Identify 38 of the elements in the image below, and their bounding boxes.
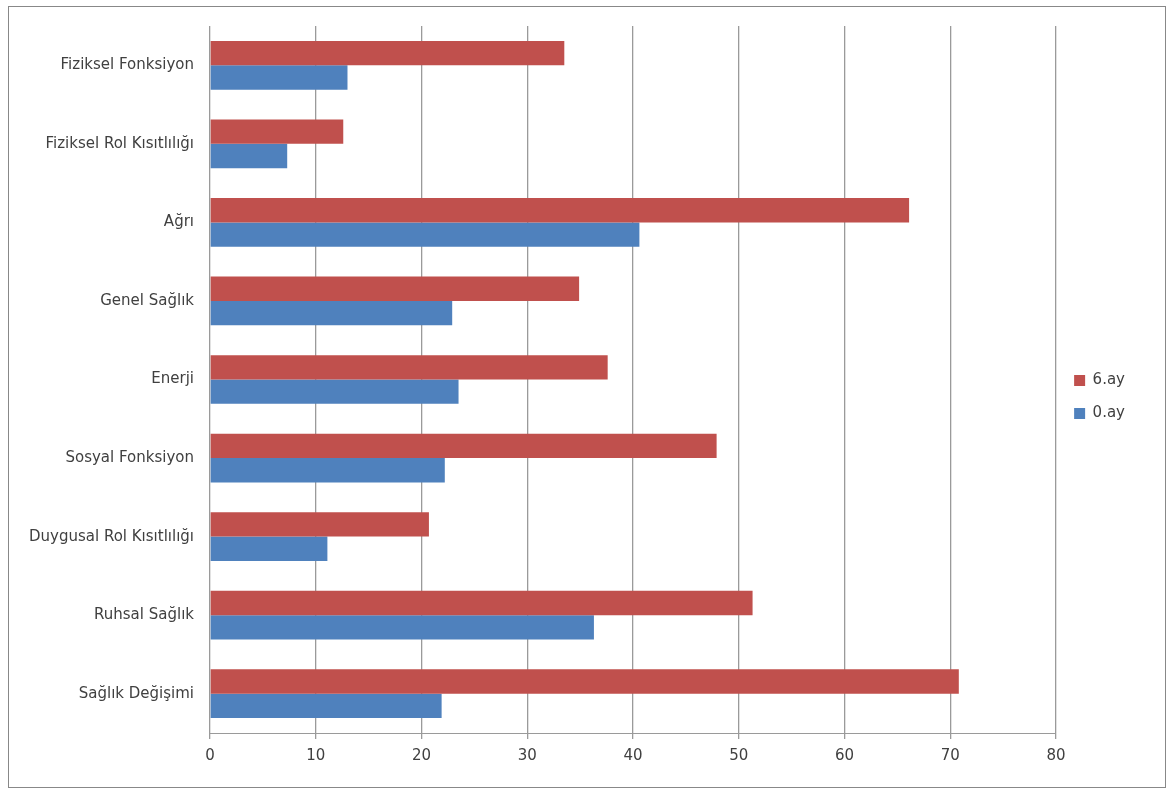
bar [210,355,608,380]
x-tick-label: 40 [623,745,643,764]
bar [210,198,910,223]
y-tick-label: Ruhsal Sağlık [94,605,195,624]
x-tick-label: 10 [306,745,326,764]
y-tick-label: Genel Sağlık [100,290,195,309]
y-tick-label: Fiziksel Fonksiyon [60,55,194,74]
y-tick-label: Sosyal Fonksiyon [65,447,194,466]
bar [210,433,717,459]
bar [210,40,565,66]
bar [210,379,459,404]
x-tick-label: 50 [729,745,749,764]
x-tick-label: 30 [517,745,537,764]
x-tick-label: 80 [1046,745,1066,764]
bar [210,300,453,326]
y-tick-label: Enerji [151,369,194,388]
bar [210,222,640,247]
bar [210,143,288,169]
bar [210,615,594,640]
bar [210,669,959,694]
x-tick-label: 60 [835,745,855,764]
x-tick-label: 70 [940,745,960,764]
legend-label: 6.ay [1092,370,1126,389]
x-tick-label: 0 [205,745,215,764]
bar [210,65,348,90]
bar [210,693,442,719]
y-tick-label: Ağrı [163,212,194,231]
x-tick-label: 20 [411,745,432,764]
bar [210,590,753,616]
legend-label: 0.ay [1092,403,1126,422]
y-tick-label: Duygusal Rol Kısıtlılığı [28,526,194,545]
bar [210,458,445,483]
y-tick-label: Sağlık Değişimi [78,683,194,702]
bar [210,536,328,561]
bar [210,119,344,144]
y-tick-label: Fiziksel Rol Kısıtlılığı [45,133,194,152]
bar [210,512,429,537]
bar [210,276,580,301]
